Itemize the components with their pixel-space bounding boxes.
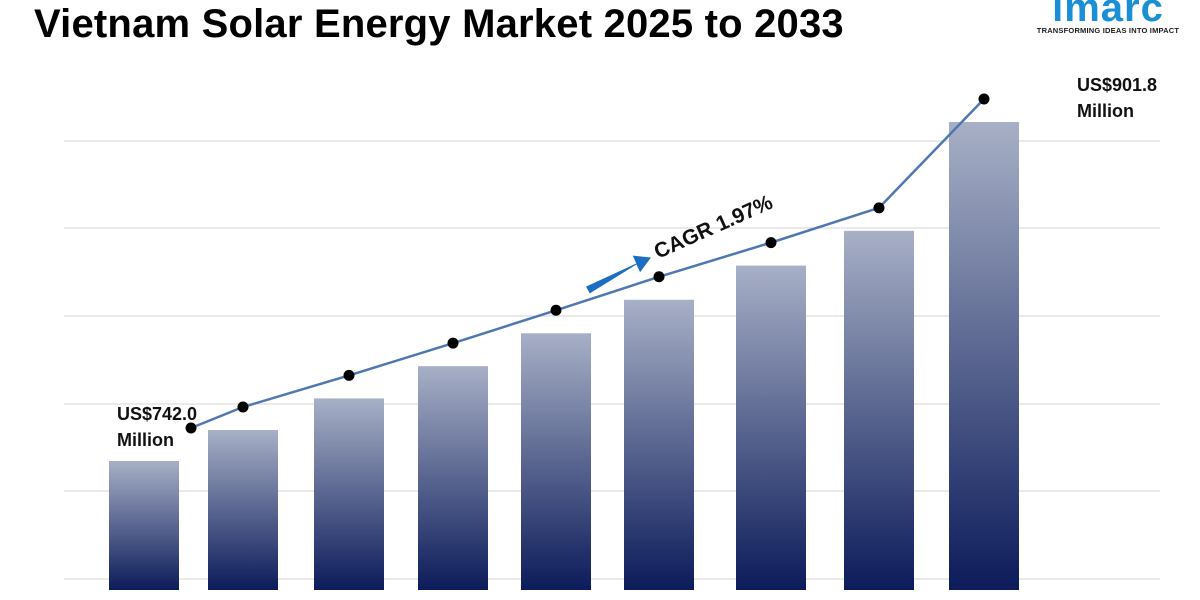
trend-point-2027 [343, 369, 355, 381]
bar-2025 [109, 461, 179, 590]
cagr-arrow-icon [586, 255, 651, 294]
bar-2033 [949, 122, 1019, 590]
trend-point-2026 [237, 401, 249, 413]
bars [109, 122, 1019, 590]
bar-2026 [208, 430, 278, 590]
trend-point-2030 [653, 271, 665, 283]
trend-point-2028 [447, 337, 459, 349]
bar-2030 [624, 299, 694, 590]
start-value-label: US$742.0 [117, 404, 197, 424]
bar-2029 [521, 333, 591, 590]
end-unit-label: Million [1077, 101, 1134, 121]
trend-point-2032 [873, 202, 885, 214]
page-title: Vietnam Solar Energy Market 2025 to 2033 [34, 2, 844, 46]
trend-line-group [185, 93, 990, 434]
logo-wordmark: imarc [1052, 0, 1164, 30]
brand-logo: imarc TRANSFORMING IDEAS INTO IMPACT [1028, 0, 1188, 35]
bar-2032 [844, 230, 914, 590]
trend-point-2031 [765, 237, 777, 249]
trend-point-2025 [185, 422, 197, 434]
value-annotations: US$742.0 Million US$901.8 Million [117, 75, 1157, 450]
bar-2031 [736, 265, 806, 590]
trend-point-2029 [550, 304, 562, 316]
trend-point-2033 [978, 93, 990, 105]
cagr-label: CAGR 1.97% [651, 191, 777, 264]
logo-tagline: TRANSFORMING IDEAS INTO IMPACT [1036, 26, 1180, 35]
bar-2028 [418, 366, 488, 590]
bar-2027 [314, 398, 384, 590]
end-value-label: US$901.8 [1077, 75, 1157, 95]
start-unit-label: Million [117, 430, 174, 450]
